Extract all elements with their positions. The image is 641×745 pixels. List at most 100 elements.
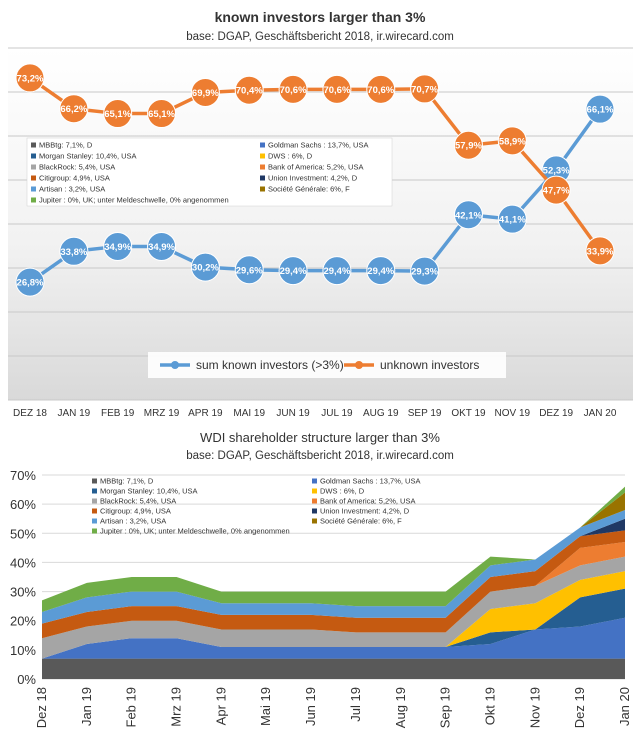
y-tick-label: 10% (10, 643, 36, 658)
data-point (103, 231, 133, 261)
legend-box (148, 352, 506, 378)
data-label: 65,1% (148, 109, 175, 120)
area-series (42, 658, 625, 679)
y-tick-label: 50% (10, 526, 36, 541)
overlay-legend-label: MBBtg: 7,1%, D (39, 141, 93, 150)
data-point (453, 130, 483, 160)
data-label: 29,3% (411, 267, 438, 278)
data-point (322, 74, 352, 104)
x-tick-label: JUN 19 (276, 408, 310, 419)
x-tick-label: Dez 19 (572, 687, 587, 728)
data-label: 70,6% (280, 85, 307, 96)
overlay-legend-label: Jupiter : 0%, UK; unter Meldeschwelle, 0… (39, 196, 229, 205)
x-tick-label: OKT 19 (451, 408, 486, 419)
overlay-legend-label: Morgan Stanley: 10,4%, USA (39, 152, 137, 161)
area-series (42, 617, 625, 659)
x-tick-label: APR 19 (188, 408, 223, 419)
legend-swatch (312, 498, 317, 504)
legend-swatch (92, 498, 97, 504)
legend-label: unknown investors (380, 358, 479, 372)
legend-swatch (92, 528, 97, 534)
legend-label: Société Générale: 6%, F (320, 517, 402, 526)
data-label: 70,7% (411, 84, 438, 95)
x-tick-label: JAN 19 (57, 408, 90, 419)
legend-label: Goldman Sachs : 13,7%, USA (320, 477, 420, 486)
legend-label: Morgan Stanley: 10,4%, USA (100, 487, 198, 496)
x-tick-label: Mrz 19 (169, 687, 184, 727)
x-tick-label: Feb 19 (124, 687, 139, 727)
x-tick-label: AUG 19 (363, 408, 399, 419)
overlay-legend-swatch (31, 142, 36, 148)
x-tick-label: FEB 19 (101, 408, 135, 419)
area-series (42, 556, 625, 659)
data-point (322, 256, 352, 286)
data-label: 70,6% (323, 85, 350, 96)
legend-swatch (92, 508, 97, 514)
x-tick-label: Apr 19 (213, 687, 228, 725)
y-tick-label: 20% (10, 614, 36, 629)
y-axis-ticks: 0% 10% 20% 30% 40% 50% 60% 70% (10, 468, 36, 687)
legend-label: sum known investors (>3%) (196, 358, 344, 372)
data-label: 69,9% (192, 88, 219, 99)
overlay-legend-swatch (260, 175, 265, 181)
legend-label: Jupiter : 0%, UK; unter Meldeschwelle, 0… (100, 527, 290, 536)
legend-marker (171, 361, 179, 369)
y-tick-label: 0% (17, 672, 36, 687)
data-point (410, 256, 440, 286)
data-point (59, 94, 89, 124)
legend-label: DWS : 6%, D (320, 487, 365, 496)
data-point (366, 74, 396, 104)
data-point (497, 126, 527, 156)
data-label: 66,2% (60, 104, 87, 115)
data-point (103, 99, 133, 129)
overlay-legend-label: Bank of America: 5,2%, USA (268, 163, 363, 172)
data-point (278, 256, 308, 286)
data-label: 70,4% (236, 86, 263, 97)
overlay-legend-swatch (31, 164, 36, 170)
x-axis-ticks: Dez 18 Jan 19 Feb 19 Mrz 19 Apr 19 Mai 19 Jun … (34, 687, 632, 728)
y-tick-label: 30% (10, 585, 36, 600)
stacked-areas (42, 486, 625, 679)
legend-label: BlackRock: 5,4%, USA (100, 497, 176, 506)
legend-label: Union Investment: 4,2%, D (320, 507, 410, 516)
overlay-legend-label: BlackRock: 5,4%, USA (39, 163, 115, 172)
x-tick-label: DEZ 18 (13, 408, 47, 419)
data-point (497, 204, 527, 234)
data-label: 66,1% (587, 105, 614, 116)
data-label: 34,9% (148, 242, 175, 253)
overlay-legend-label: Société Générale: 6%, F (268, 185, 350, 194)
x-tick-label: JAN 20 (584, 408, 617, 419)
data-label: 29,4% (367, 266, 394, 277)
data-label: 29,4% (323, 266, 350, 277)
legend-swatch (312, 478, 317, 484)
y-tick-label: 70% (10, 468, 36, 483)
x-tick-label: Mai 19 (258, 687, 273, 726)
x-tick-label: Aug 19 (393, 687, 408, 728)
data-label: 73,2% (17, 73, 44, 84)
legend-swatch (92, 488, 97, 494)
overlay-legend-swatch (260, 186, 265, 192)
overlay-legend-label: DWS : 6%, D (268, 152, 313, 161)
data-label: 42,1% (455, 210, 482, 221)
overlay-legend-label: Artisan : 3,2%, USA (39, 185, 105, 194)
legend-swatch (312, 508, 317, 514)
x-tick-label: Sep 19 (438, 687, 453, 728)
data-label: 33,8% (60, 247, 87, 258)
data-label: 41,1% (499, 215, 526, 226)
data-point (453, 200, 483, 230)
data-point (585, 236, 615, 266)
data-point (190, 252, 220, 282)
legend-swatch (92, 518, 97, 524)
data-label: 29,4% (280, 266, 307, 277)
legend-label: Citigroup: 4,9%, USA (100, 507, 171, 516)
data-point (147, 99, 177, 129)
legend-swatch (312, 518, 317, 524)
x-tick-label: MAI 19 (233, 408, 265, 419)
x-axis-ticks: DEZ 18 JAN 19 FEB 19 MRZ 19 APR 19 MAI 19 JUN … (13, 408, 617, 419)
area-series (42, 571, 625, 659)
legend: MBBtg: 7,1%, D Goldman Sachs : 13,7%, USA… (92, 477, 420, 536)
data-point (59, 236, 89, 266)
x-tick-label: Dez 18 (34, 687, 49, 728)
overlay-legend-swatch (31, 153, 36, 159)
chart-subtitle: base: DGAP, Geschäftsbericht 2018, ir.wi… (186, 31, 454, 43)
